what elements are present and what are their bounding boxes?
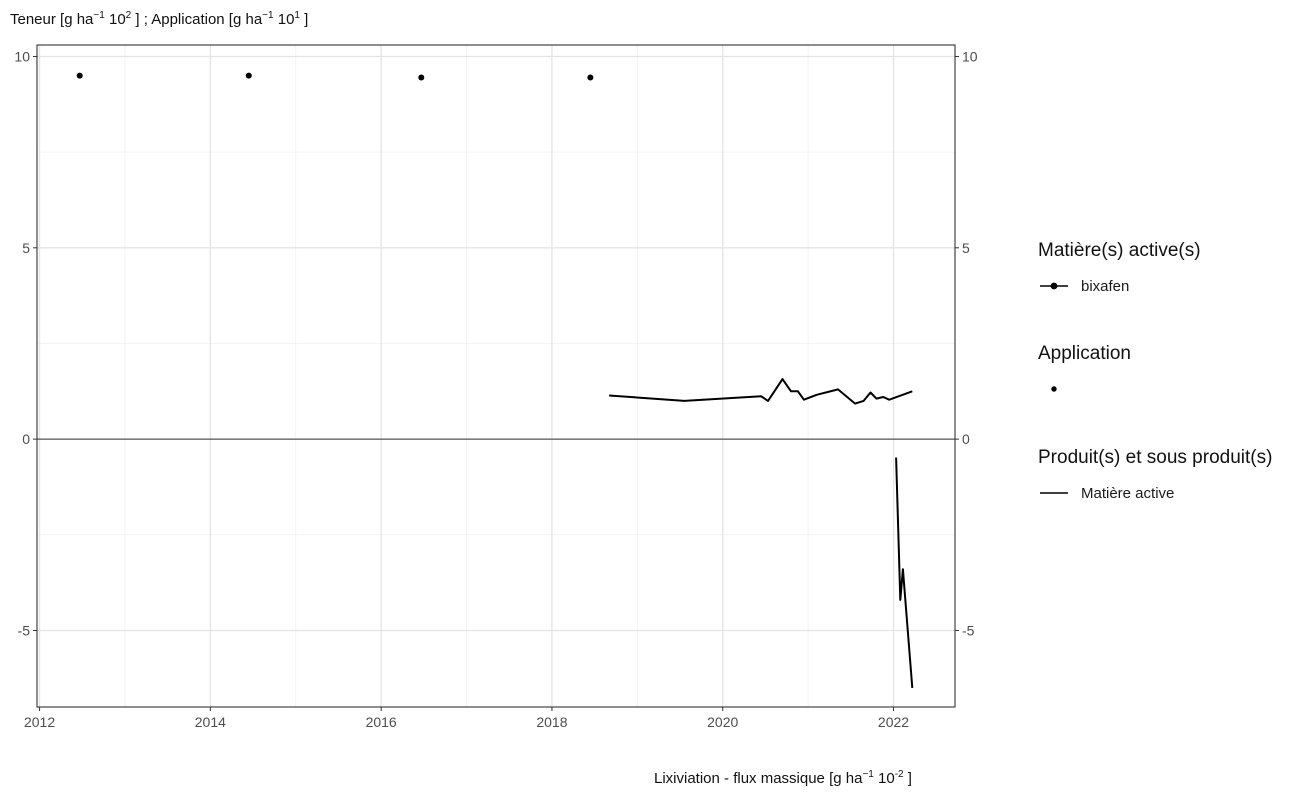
legend-produits: Produit(s) et sous produit(s) Matière ac… — [1038, 447, 1272, 504]
x-tick-label: 2022 — [878, 714, 909, 730]
line-legend-key — [1040, 492, 1068, 494]
legend-item-application — [1038, 378, 1131, 400]
x-tick-label: 2018 — [536, 714, 567, 730]
legend-item-matiere-active: Matière active — [1038, 482, 1272, 504]
y-tick-label-right: 0 — [962, 431, 970, 447]
y-tick-label-left: 10 — [14, 48, 30, 64]
legend-label-bixafen: bixafen — [1081, 278, 1130, 295]
legend-label-matiere-active: Matière active — [1081, 485, 1175, 502]
y-axis-title: Teneur [g ha−1 102 ] ; Application [g ha… — [10, 10, 309, 28]
application-point — [418, 74, 425, 81]
teneur-series-line — [609, 378, 913, 405]
plot-panel-border — [36, 44, 956, 708]
plot-panel-background — [37, 45, 955, 707]
x-tick-label: 2016 — [366, 714, 397, 730]
data-series — [76, 72, 914, 688]
application-point — [76, 72, 83, 79]
y-tick-label-right: 5 — [962, 240, 970, 256]
y-tick-label-left: 0 — [22, 431, 30, 447]
legend-title-produits: Produit(s) et sous produit(s) — [1038, 447, 1273, 468]
legend-item-bixafen: bixafen — [1038, 275, 1201, 297]
y-tick-label-left: -5 — [18, 622, 31, 638]
y-tick-label-right: -5 — [962, 622, 975, 638]
legend-matieres-actives: Matière(s) active(s) bixafen — [1038, 240, 1201, 297]
legend-application: Application — [1038, 343, 1131, 400]
legend-title-application: Application — [1038, 343, 1131, 364]
application-point — [245, 72, 252, 79]
y-tick-label-left: 5 — [22, 240, 30, 256]
grid-lines — [37, 45, 955, 707]
point-legend-key — [1051, 386, 1057, 392]
legend-title-matieres-actives: Matière(s) active(s) — [1038, 240, 1201, 261]
point-line-legend-key — [1040, 282, 1068, 290]
x-tick-label: 2012 — [24, 714, 55, 730]
application-point — [587, 74, 594, 81]
x-tick-label: 2014 — [195, 714, 226, 730]
lixiviation-series-line — [895, 457, 914, 688]
axis-ticks: 2012 2014 2016 2018 2020 2022 10 10 5 5 0 0 -5 -5 — [14, 48, 977, 730]
x-tick-label: 2020 — [707, 714, 738, 730]
x-axis-title: Lixiviation - flux massique [g ha−1 10-2… — [654, 769, 912, 787]
y-tick-label-right: 10 — [962, 48, 978, 64]
